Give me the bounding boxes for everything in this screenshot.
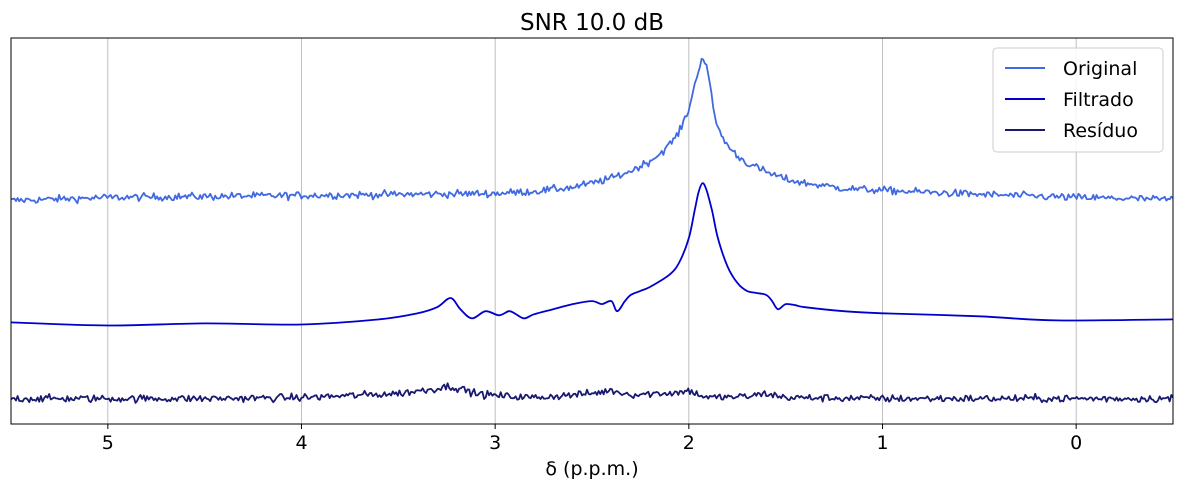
legend-label: Original (1063, 58, 1137, 80)
x-tick-label: 1 (876, 432, 888, 454)
x-tick-label: 4 (295, 432, 307, 454)
legend-label: Filtrado (1063, 89, 1134, 111)
series-layer (11, 57, 1173, 404)
x-tick-layer: 5 4 3 2 1 0 (102, 424, 1082, 454)
x-tick-label: 3 (489, 432, 501, 454)
x-tick-label: 5 (102, 432, 114, 454)
grid-layer (107, 38, 1077, 424)
legend-label: Resíduo (1063, 120, 1138, 142)
series-line-res-duo (11, 382, 1173, 404)
legend: Original Filtrado Resíduo (992, 47, 1164, 153)
x-axis-title: δ (p.p.m.) (545, 458, 638, 480)
chart-title: SNR 10.0 dB (520, 10, 664, 36)
plot-frame (10, 37, 1174, 425)
x-tick-label: 0 (1070, 432, 1082, 454)
series-line-original (11, 57, 1173, 205)
x-tick-label: 2 (683, 432, 695, 454)
series-line-filtrado (11, 182, 1173, 327)
legend-box (992, 47, 1164, 153)
